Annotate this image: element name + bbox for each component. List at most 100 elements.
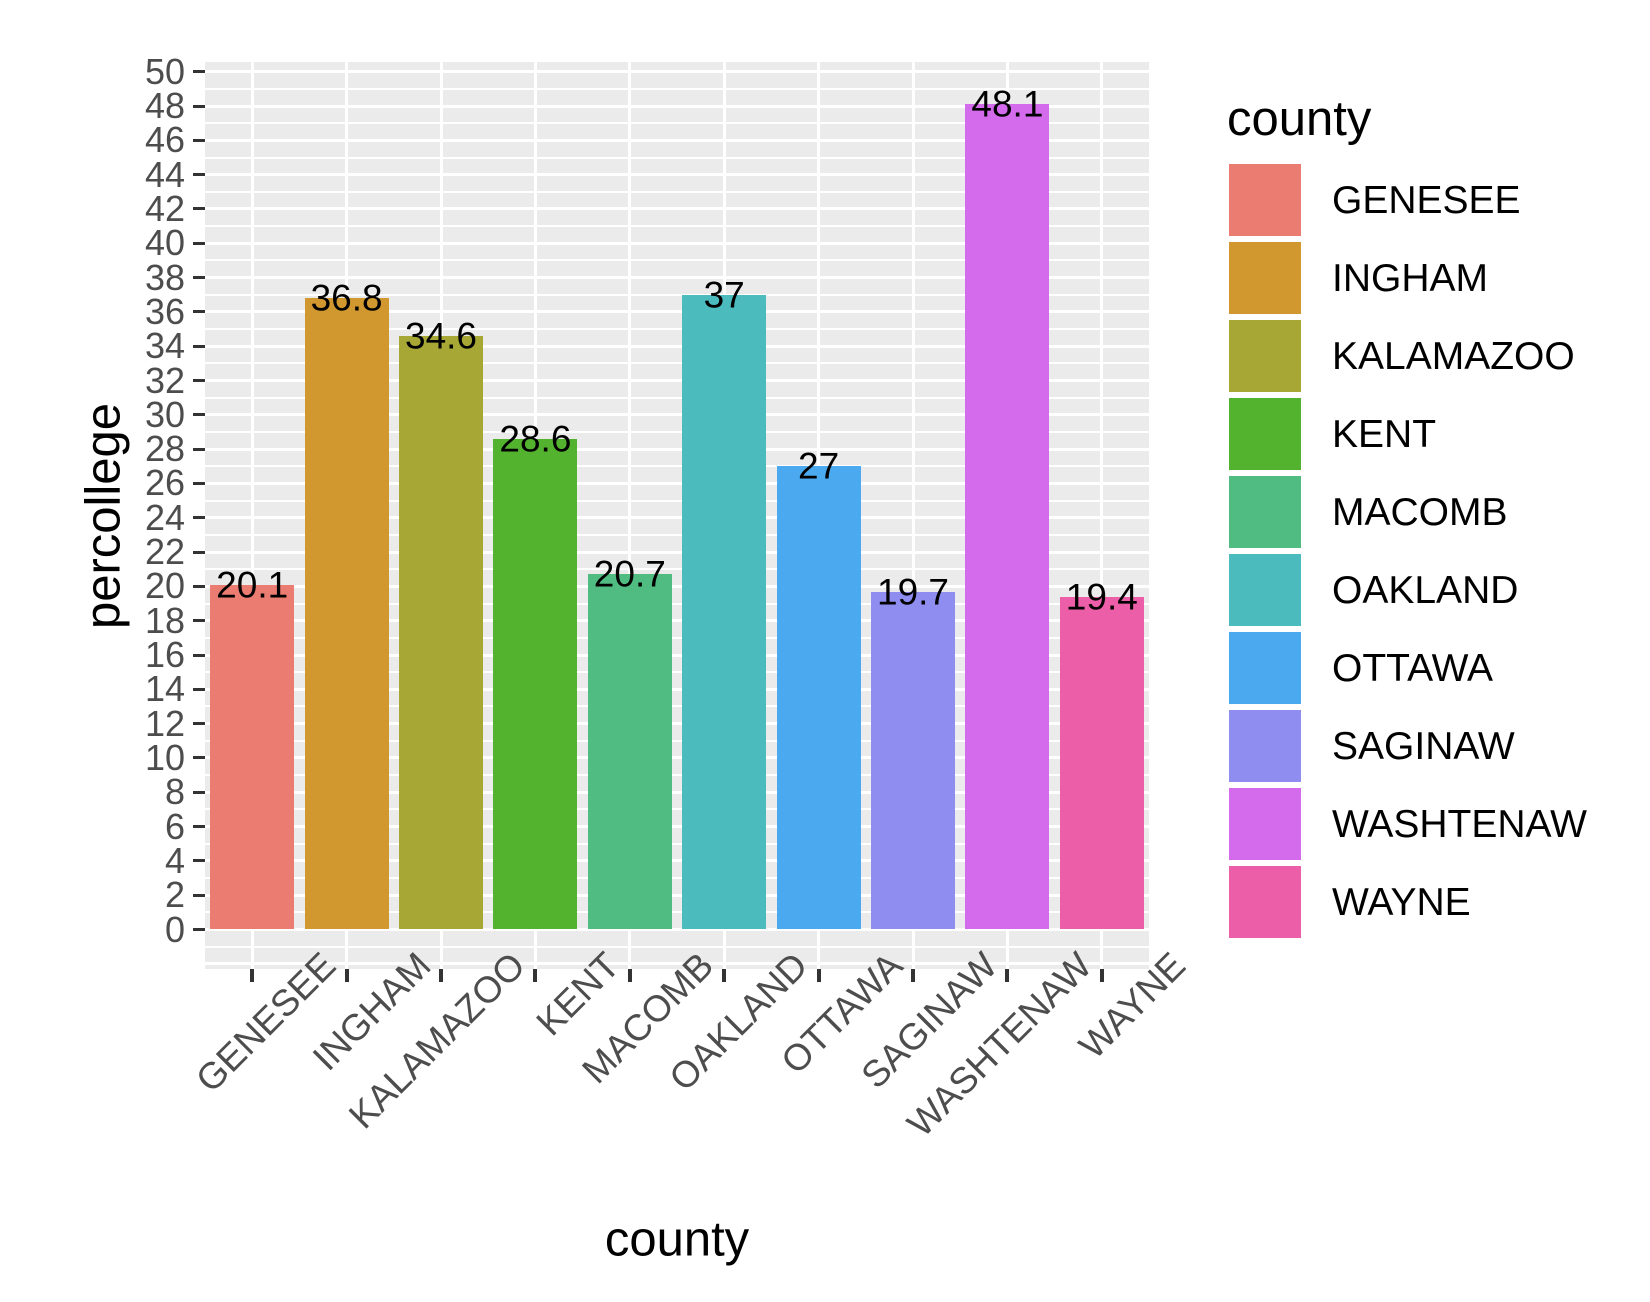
bar-saginaw: [871, 591, 955, 930]
bar-value-label: 20.1: [216, 564, 289, 606]
legend-item-label: SAGINAW: [1332, 724, 1515, 768]
bar-oakland: [682, 294, 767, 930]
gridline-minor: [205, 533, 1149, 536]
gridline-major: [205, 481, 1149, 485]
gridline-minor: [205, 465, 1149, 468]
y-axis-tick: [193, 207, 205, 211]
gridline-major: [205, 722, 1149, 726]
gridline-major: [205, 790, 1149, 794]
y-axis-tick: [193, 481, 205, 485]
legend-item-label: KALAMAZOO: [1332, 334, 1575, 378]
legend-key-swatch: [1229, 788, 1301, 860]
gridline-major: [205, 241, 1149, 245]
y-axis-tick-label: 34: [144, 325, 185, 367]
y-axis-tick-label: 0: [164, 908, 185, 950]
y-axis-tick: [193, 619, 205, 623]
y-axis-tick: [193, 550, 205, 554]
y-axis-tick: [193, 893, 205, 897]
gridline-major: [205, 962, 1149, 966]
gridline-minor: [205, 568, 1149, 571]
y-axis-tick-label: 24: [144, 496, 185, 538]
gridline-major: [205, 310, 1149, 314]
gridline-minor: [205, 911, 1149, 914]
y-axis-tick-label: 18: [144, 599, 185, 641]
legend-items: GENESEE INGHAM KALAMAZOO KENT MACOMB OAKLAND O…: [1229, 164, 1587, 938]
gridline-minor: [205, 499, 1149, 502]
y-axis-tick-label: 22: [144, 531, 185, 573]
legend-item: KALAMAZOO: [1229, 320, 1587, 392]
legend-item-label: KENT: [1332, 412, 1437, 456]
gridline-major: [205, 516, 1149, 520]
y-axis-tick: [193, 653, 205, 657]
y-axis-tick-label: 42: [144, 187, 185, 229]
plot-panel: [205, 62, 1149, 969]
y-axis-tick: [193, 70, 205, 74]
y-axis-tick: [193, 756, 205, 760]
gridline-vertical: [1100, 62, 1104, 969]
gridline-minor: [205, 87, 1149, 90]
bar-value-label: 27: [798, 445, 840, 487]
gridline-minor: [205, 396, 1149, 399]
gridline-major: [205, 550, 1149, 554]
bar-value-label: 48.1: [971, 83, 1044, 125]
y-axis-tick: [193, 825, 205, 829]
y-axis-tick: [193, 928, 205, 931]
y-axis-tick: [193, 310, 205, 314]
y-axis-tick: [193, 722, 205, 726]
gridline-major: [205, 584, 1149, 588]
bar-macomb: [587, 574, 672, 930]
legend-key-swatch: [1229, 398, 1301, 470]
gridline-minor: [205, 122, 1149, 125]
gridline-minor: [205, 190, 1149, 193]
gridline-minor: [205, 671, 1149, 674]
y-axis-tick-label: 10: [144, 736, 185, 778]
legend-item-label: WAYNE: [1332, 880, 1471, 924]
x-axis-tick: [344, 969, 349, 982]
legend-item: INGHAM: [1229, 242, 1587, 314]
gridline-major: [205, 859, 1149, 863]
legend-key-swatch: [1229, 476, 1301, 548]
y-axis-tick-label: 38: [144, 256, 185, 298]
gridline-vertical: [250, 62, 254, 969]
y-axis-tick-label: 12: [144, 702, 185, 744]
y-axis-tick-label: 40: [144, 222, 185, 264]
y-axis-tick: [193, 413, 205, 417]
y-axis-tick-label: 26: [144, 462, 185, 504]
legend-item: OAKLAND: [1229, 554, 1587, 626]
y-axis-tick-label: 8: [164, 771, 185, 813]
gridline-minor: [205, 431, 1149, 433]
bar-ingham: [304, 298, 389, 930]
y-axis-tick-label: 44: [144, 153, 185, 195]
y-axis-tick: [193, 516, 205, 520]
gridline-minor: [205, 328, 1149, 331]
gridline-major: [205, 687, 1149, 691]
legend-item-label: OTTAWA: [1332, 646, 1494, 690]
bar-genesee: [210, 584, 295, 930]
legend-key-swatch: [1229, 866, 1301, 938]
legend-key-swatch: [1229, 710, 1301, 782]
bar-value-label: 36.8: [310, 277, 383, 319]
y-axis-tick: [193, 447, 205, 451]
gridline-minor: [205, 156, 1149, 159]
y-axis-tick-label: 32: [144, 359, 185, 401]
legend-item-label: MACOMB: [1332, 490, 1508, 534]
gridline-major: [205, 447, 1149, 451]
legend-item: WAYNE: [1229, 866, 1587, 938]
bar-kent: [493, 438, 578, 930]
y-axis-tick: [193, 138, 205, 142]
legend-item: WASHTENAW: [1229, 788, 1587, 860]
gridline-minor: [205, 293, 1149, 296]
gridline-minor: [205, 842, 1149, 845]
bar-wayne: [1059, 596, 1144, 930]
gridline-minor: [205, 945, 1149, 948]
y-axis-tick-label: 36: [144, 290, 185, 332]
y-axis-tick: [193, 687, 205, 691]
legend-key-swatch: [1229, 242, 1301, 314]
legend-key-swatch: [1229, 632, 1301, 704]
x-axis-tick: [722, 969, 727, 982]
x-axis-tick: [911, 969, 915, 982]
x-axis-title: county: [604, 1212, 750, 1267]
gridline-major: [205, 104, 1149, 108]
legend-key-swatch: [1229, 164, 1301, 236]
y-axis-tick-label: 48: [144, 85, 185, 127]
